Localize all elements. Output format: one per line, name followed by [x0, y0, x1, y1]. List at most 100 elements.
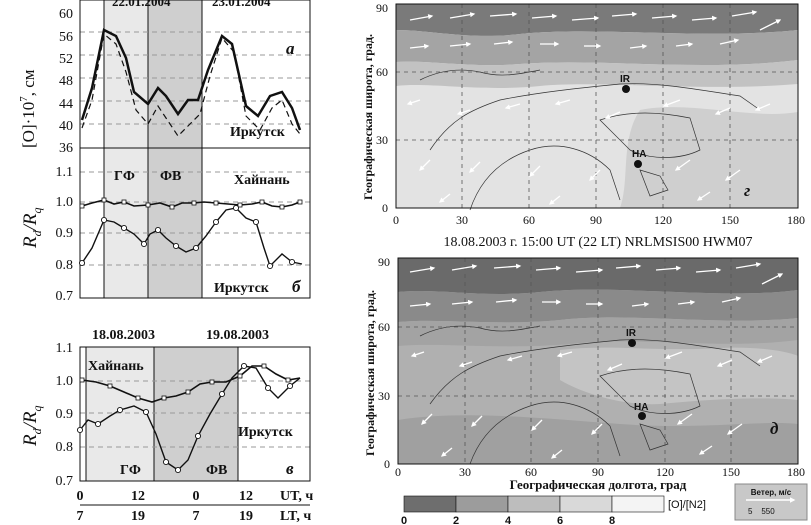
- b-region-fv: ФВ: [160, 169, 181, 184]
- c-ytick-0.7: 0.7: [56, 474, 74, 489]
- map-top-xtick-180: 180: [787, 213, 805, 227]
- map-top-station-ir-marker: [622, 85, 630, 93]
- b-ytick-0.9: 0.9: [56, 226, 74, 241]
- colorbar-label: [O]/[N2]: [668, 499, 706, 511]
- panel-c: 1.1 1.0 0.9 0.8 0.7 Rd/Rq 18.08.2003 19.…: [20, 328, 313, 524]
- colorbar-tick-0: 0: [401, 515, 407, 525]
- map-top-ytick-90: 90: [376, 1, 388, 15]
- b-region-gf: ГФ: [114, 169, 135, 184]
- c-station-hainan: Хайнань: [88, 359, 144, 374]
- map-bottom-ylabel: Географическая широта, град.: [363, 290, 377, 456]
- b-station-hainan: Хайнань: [234, 173, 290, 188]
- b-ytick-0.7: 0.7: [56, 289, 74, 304]
- map-bottom-station-ha-label: HA: [634, 402, 648, 413]
- map-bottom-ytick-60: 60: [378, 320, 390, 334]
- c-ytick-1.1: 1.1: [56, 341, 74, 356]
- map-top-panel-letter: г: [744, 181, 750, 200]
- a-ylabel: [O]·107, см: [18, 69, 38, 148]
- a-ytick-60: 60: [59, 7, 73, 22]
- colorbar-bin-0: [403, 495, 457, 513]
- a-ytick-48: 48: [59, 74, 73, 89]
- wind-legend-title: Ветер, м/с: [751, 488, 792, 497]
- a-panel-letter: а: [286, 39, 295, 58]
- c-ytick-0.8: 0.8: [56, 440, 74, 455]
- map-top-wind-arrows: [406, 10, 782, 205]
- map-bottom-xtick-30: 30: [459, 465, 471, 479]
- map-top-xtick-90: 90: [590, 213, 602, 227]
- b-ytick-1.0: 1.0: [56, 195, 74, 210]
- c-station-irkutsk: Иркутск: [238, 425, 294, 440]
- c-xtick-ut-0b: 0: [193, 489, 200, 504]
- map-bottom-panel-letter: д: [770, 419, 779, 438]
- map-bottom-xtick-180: 180: [787, 465, 805, 479]
- wind-legend-values: 5 550: [748, 507, 775, 516]
- map-bottom-ytick-30: 30: [378, 389, 390, 403]
- wind-legend: Ветер, м/с 5 550: [734, 483, 808, 521]
- c-xtick-ut-12b: 12: [239, 489, 253, 504]
- a-station-irkutsk: Иркутск: [230, 125, 286, 140]
- map-top-ytick-30: 30: [376, 133, 388, 147]
- c-ut-label: UT, ч: [280, 489, 313, 504]
- c-xtick-lt-19b: 19: [239, 509, 253, 524]
- c-xtick-ut-0a: 0: [77, 489, 84, 504]
- map-bottom-xtick-90: 90: [592, 465, 604, 479]
- c-ytick-1.0: 1.0: [56, 374, 74, 389]
- map-bottom: IR HA д 90 60 30 0 0 30 60 90 120 150 18…: [363, 255, 805, 492]
- c-region-gf: ГФ: [120, 463, 141, 478]
- c-xtick-ut-12a: 12: [131, 489, 145, 504]
- map-title: 18.08.2003 г. 15:00 UT (22 LT) NRLMSIS00…: [443, 235, 752, 250]
- a-ytick-40: 40: [59, 119, 73, 134]
- map-bottom-station-ir-marker: [628, 339, 636, 347]
- map-bottom-xtick-120: 120: [656, 465, 674, 479]
- c-lt-label: LT, ч: [280, 509, 311, 524]
- colorbar-tick-6: 6: [557, 515, 563, 525]
- b-ytick-0.8: 0.8: [56, 258, 74, 273]
- c-xtick-lt-19a: 19: [131, 509, 145, 524]
- c-xtick-lt-7a: 7: [77, 509, 84, 524]
- a-date-left: 22.01.2004: [112, 0, 171, 9]
- map-top-ylabel: Географическая широта, град.: [361, 34, 375, 200]
- a-ytick-36: 36: [59, 141, 73, 156]
- map-bottom-station-ha-marker: [638, 412, 646, 420]
- a-ytick-44: 44: [59, 97, 73, 112]
- map-top-station-ir-label: IR: [620, 74, 631, 85]
- map-top-xtick-0: 0: [393, 213, 399, 227]
- map-top-xtick-30: 30: [456, 213, 468, 227]
- b-ytick-1.1: 1.1: [56, 165, 74, 180]
- map-top: IR HA г 90 60 30 0 0 30 60 90 120 150 18…: [361, 1, 805, 227]
- colorbar-bin-3: [559, 495, 613, 513]
- b-ylabel: Rd/Rq: [20, 208, 44, 250]
- colorbar-bin-4: [611, 495, 665, 513]
- map-bottom-ytick-0: 0: [384, 457, 390, 471]
- panel-a: 60 56 52 48 44 40 36 [O]·107, см 22.01.2…: [18, 0, 311, 156]
- colorbar-bin-2: [507, 495, 561, 513]
- map-xlabel: Географическая долгота, град: [510, 477, 687, 492]
- map-top-ytick-0: 0: [382, 201, 388, 215]
- map-top-station-ha-label: HA: [632, 149, 646, 160]
- map-bottom-xtick-0: 0: [395, 465, 401, 479]
- map-top-xtick-60: 60: [523, 213, 535, 227]
- c-ylabel: Rd/Rq: [20, 406, 44, 448]
- panel-b: 1.1 1.0 0.9 0.8 0.7 Rd/Rq ГФ ФВ Хайнань …: [20, 147, 311, 304]
- b-station-irkutsk: Иркутск: [214, 281, 270, 296]
- map-top-station-ha-marker: [634, 160, 642, 168]
- colorbar-tick-2: 2: [453, 515, 459, 525]
- map-bottom-station-ir-label: IR: [626, 328, 637, 339]
- c-date-left: 18.08.2003: [92, 328, 155, 343]
- c-xtick-lt-7b: 7: [193, 509, 200, 524]
- map-top-ytick-60: 60: [376, 65, 388, 79]
- map-bottom-ytick-90: 90: [378, 255, 390, 269]
- map-bottom-wind-arrows: [409, 262, 784, 459]
- colorbar-tick-4: 4: [505, 515, 512, 525]
- a-ytick-52: 52: [59, 52, 73, 67]
- c-region-fv: ФВ: [206, 463, 227, 478]
- c-date-right: 19.08.2003: [206, 328, 269, 343]
- colorbar: 0 2 4 6 8 [O]/[N2]: [401, 495, 706, 525]
- a-ytick-56: 56: [59, 30, 73, 45]
- c-panel-letter: в: [286, 459, 294, 478]
- map-top-xtick-120: 120: [654, 213, 672, 227]
- a-date-right: 23.01.2004: [212, 0, 271, 9]
- colorbar-bin-1: [455, 495, 509, 513]
- map-bottom-xtick-150: 150: [722, 465, 740, 479]
